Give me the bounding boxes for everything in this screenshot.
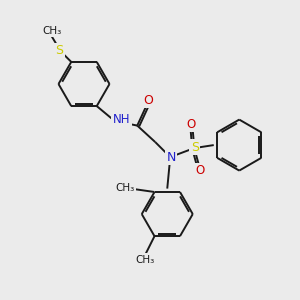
Text: N: N [167,151,176,164]
Text: O: O [187,118,196,130]
Text: S: S [55,44,63,57]
Text: O: O [196,164,205,177]
Text: CH₃: CH₃ [116,183,135,194]
Text: CH₃: CH₃ [42,26,62,36]
Text: O: O [143,94,153,106]
Text: S: S [191,141,199,154]
Text: CH₃: CH₃ [136,255,155,265]
Text: NH: NH [112,113,130,126]
